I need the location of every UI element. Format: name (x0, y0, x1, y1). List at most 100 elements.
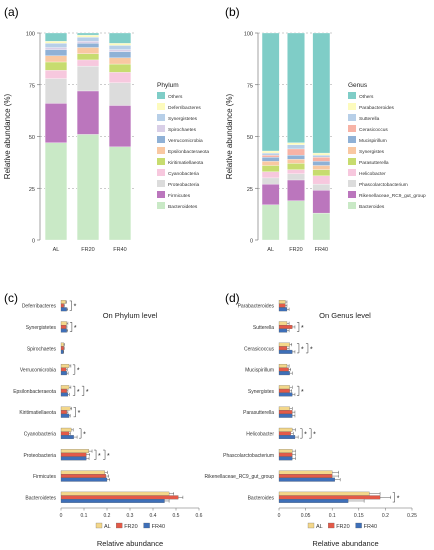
category-label-proteobacteria: Proteobacteria (23, 453, 56, 459)
panel-label-b: (b) (225, 5, 240, 19)
bar-al (278, 470, 333, 475)
legend-label-kiritimatiellaeota: Kiritimatiellaeota (168, 160, 204, 166)
bar-fr40 (60, 456, 87, 461)
x-tick-label: FR40 (113, 247, 126, 253)
x-tick-label: 0.3 (127, 513, 134, 519)
bar-fr40 (278, 392, 293, 397)
bar-segment-cyanobacteria (108, 72, 132, 83)
bar-al (60, 321, 67, 326)
legend-swatch-cerasicoccus (348, 125, 356, 132)
legend-swatch-bacteroidetes (157, 202, 165, 209)
x-tick-label: 0.1 (329, 513, 336, 519)
x-tick-label: 0.2 (104, 513, 111, 519)
significance-marker: * (74, 304, 77, 311)
legend-swatch-proteobacteria (157, 180, 165, 187)
legend-label-fr40: FR40 (152, 524, 165, 530)
bar-segment-firmicutes (108, 105, 132, 147)
legend-label-bacteroides: Bacteroides (359, 204, 385, 210)
significance-bracket (79, 428, 82, 439)
bar-segment-others (44, 32, 68, 42)
significance-marker: * (301, 389, 304, 396)
bar-segment-firmicutes (76, 90, 100, 135)
legend-swatch-rikenellaceae-rc9-gut-group (348, 191, 356, 198)
significance-bracket (69, 321, 73, 332)
legend-swatch-deferribacteres (157, 103, 165, 110)
category-label-cerasicoccus: Cerasicoccus (244, 346, 275, 352)
bar-fr40 (60, 477, 108, 482)
significance-marker: * (77, 389, 80, 396)
legend-label-synergistetes: Synergistetes (168, 116, 198, 122)
bar-fr40 (60, 307, 67, 312)
significance-marker: * (301, 346, 304, 353)
bar-segment-parabacteroides (312, 152, 331, 156)
significance-bracket (296, 321, 300, 332)
bar-segment-sutterella (261, 152, 280, 156)
bar-al (278, 321, 288, 326)
legend-label-synergistes: Synergistes (359, 149, 385, 155)
x-tick-label: 0.15 (354, 513, 364, 519)
legend-label-others: Others (168, 94, 183, 100)
y-tick-label: 25 (29, 187, 35, 193)
bar-fr20 (278, 303, 286, 308)
legend-label-spirochaetes: Spirochaetes (168, 127, 197, 133)
bar-al (278, 427, 293, 432)
bar-segment-bacteroidetes (108, 146, 132, 241)
bar-fr20 (60, 303, 64, 308)
legend-swatch-fr20 (116, 522, 123, 529)
legend-label-others: Others (359, 94, 374, 100)
legend-label-proteobacteria: Proteobacteria (168, 182, 200, 188)
x-tick-label: FR40 (315, 247, 328, 253)
significance-marker: * (77, 368, 80, 375)
bar-segment-mucispirillum (261, 157, 280, 162)
x-tick-label: AL (267, 247, 274, 253)
bar-segment-rikenellaceae-rc9-gut-group (287, 179, 305, 201)
bar-segment-others (261, 32, 280, 152)
y-axis-label: Relative abundance (%) (225, 93, 234, 179)
significance-marker: * (301, 325, 304, 332)
x-tick-label: FR20 (81, 247, 94, 253)
bar-segment-rikenellaceae-rc9-gut-group (312, 190, 331, 214)
bar-segment-epsilonbacteraeota (108, 57, 132, 65)
legend-label-al: AL (316, 524, 323, 530)
bar-segment-others (287, 32, 305, 143)
significance-bracket (296, 385, 300, 396)
bar-fr40 (278, 456, 293, 461)
significance-marker: * (98, 453, 101, 460)
bar-segment-verrucomicrobia (108, 51, 132, 58)
bar-segment-kiritimatiellaeota (76, 53, 100, 61)
category-label-mucispirillum: Mucispirillum (245, 368, 274, 374)
bar-fr40 (60, 371, 67, 376)
x-tick-label: 0 (60, 513, 63, 519)
legend-swatch-firmicutes (157, 191, 165, 198)
bar-fr40 (278, 435, 296, 440)
bar-segment-bacteroidetes (76, 134, 100, 241)
significance-marker: * (83, 431, 86, 438)
category-label-spirochaetes: Spirochaetes (27, 346, 57, 352)
significance-marker: * (397, 495, 400, 502)
category-label-deferribacteres: Deferribacteres (22, 304, 57, 310)
bar-fr20 (278, 325, 293, 329)
x-tick-label: 0.5 (173, 513, 180, 519)
legend-label-sutterella: Sutterella (359, 116, 380, 122)
bar-segment-synergistetes (44, 43, 68, 48)
y-tick-label: 75 (29, 83, 35, 89)
bar-segment-proteobacteria (108, 82, 132, 106)
category-label-bacteroides: Bacteroides (248, 495, 275, 501)
legend-swatch-al (95, 522, 103, 529)
bar-segment-synergistes (312, 165, 331, 170)
bar-segment-cerasicoccus (261, 154, 280, 158)
bar-fr20 (278, 452, 293, 457)
bar-al (60, 406, 71, 411)
bar-al (60, 470, 105, 475)
bar-fr40 (60, 328, 67, 333)
legend-label-cyanobacteria: Cyanobacteria (168, 171, 199, 177)
bar-segment-parasutterella (287, 163, 305, 170)
bar-segment-helicobacter (261, 171, 280, 179)
bar-segment-spirochaetes (108, 49, 132, 52)
bar-segment-proteobacteria (44, 78, 68, 104)
bar-fr20 (60, 452, 87, 457)
legend-swatch-fr40 (143, 522, 150, 529)
bar-segment-others (312, 32, 331, 154)
bar-segment-parasutterella (312, 169, 331, 176)
bar-fr20 (278, 410, 293, 415)
